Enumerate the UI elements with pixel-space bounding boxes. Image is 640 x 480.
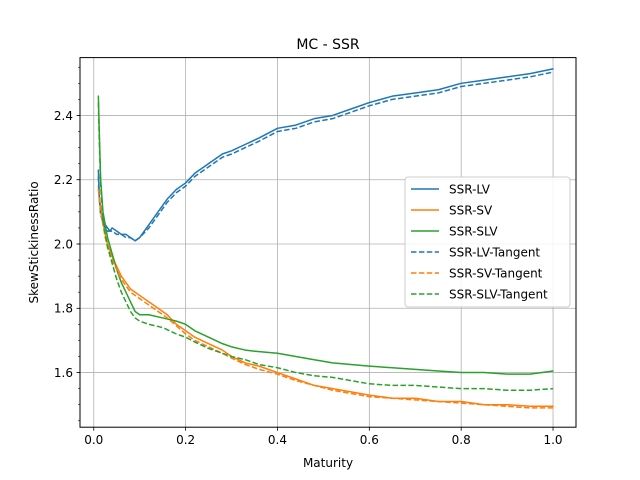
x-tick-label: 1.0 [543, 433, 562, 447]
x-tick-label: 0.8 [452, 433, 471, 447]
legend-box [404, 176, 571, 308]
plot-frame [79, 57, 577, 428]
x-tick-label: 0.4 [268, 433, 287, 447]
legend: SSR-LV SSR-SV SSR-SLV SSR-LV-Tangent SSR-SV-… [404, 176, 571, 308]
y-tick-label: 2.4 [54, 109, 73, 123]
y-axis-label: SkewStickinessRatio [27, 181, 41, 303]
series-line-ssr-lv-tangent [97, 71, 554, 242]
legend-label: SSR-SLV-Tangent [449, 287, 548, 301]
x-axis-label: Maturity [303, 456, 353, 470]
y-tick-label: 2.0 [54, 237, 73, 251]
legend-label: SSR-SLV [449, 224, 498, 238]
y-tick-label: 1.6 [54, 366, 73, 380]
y-tick-label: 1.8 [54, 302, 73, 316]
series-line-ssr-slv-tangent [97, 102, 554, 391]
x-tick-label: 0.0 [84, 433, 103, 447]
series-line-ssr-slv [97, 95, 554, 375]
legend-label: SSR-LV [449, 182, 491, 196]
series-line-ssr-lv [97, 68, 554, 242]
chart-title: MC - SSR [296, 37, 360, 53]
y-tick-label: 2.2 [54, 173, 73, 187]
legend-label: SSR-SV-Tangent [449, 266, 543, 280]
series-group [97, 68, 554, 409]
legend-label: SSR-SV [449, 203, 493, 217]
ticks: 0.0 0.2 0.4 0.6 0.8 1.0 1.6 1.8 2.0 2.2 2.4 [54, 66, 563, 447]
x-tick-label: 0.2 [176, 433, 195, 447]
x-tick-label: 0.6 [360, 433, 379, 447]
series-line-ssr-sv-tangent [97, 189, 554, 409]
legend-label: SSR-LV-Tangent [449, 245, 540, 259]
